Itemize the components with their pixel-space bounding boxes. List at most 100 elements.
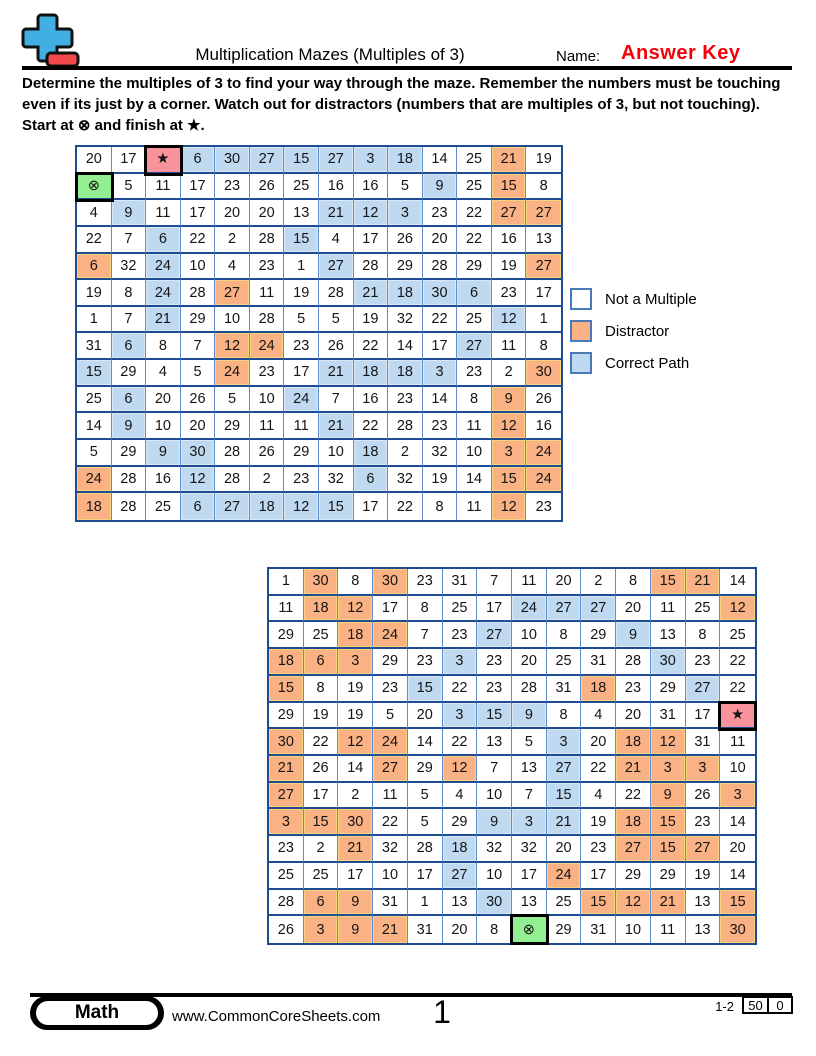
correct-path-swatch: [570, 352, 592, 374]
number-cell: 17: [581, 862, 617, 890]
distractor-swatch: [570, 320, 592, 342]
number-cell: 26: [685, 782, 721, 810]
path-cell: 9: [111, 413, 147, 441]
number-cell: 8: [546, 702, 582, 730]
maze-grid-2: 1 30 8 30 23 31 7 11 20 2 8 15 21 14 11 18 12 17 8 25 17 24 27…: [267, 567, 757, 945]
number-cell: 8: [457, 386, 492, 414]
path-cell: 9: [512, 702, 547, 730]
path-cell: 9: [616, 622, 651, 650]
number-cell: 11: [146, 173, 181, 201]
number-cell: 19: [284, 280, 319, 307]
footer-divider: [30, 993, 792, 997]
distractor-cell: 21: [373, 916, 408, 943]
number-cell: 23: [442, 622, 478, 650]
path-cell: 27: [477, 622, 512, 650]
path-cell: 12: [284, 493, 319, 520]
number-cell: 29: [650, 862, 686, 890]
distractor-cell: 30: [338, 809, 374, 837]
number-cell: 29: [388, 253, 423, 281]
header-divider: [22, 66, 792, 70]
number-cell: 8: [303, 675, 339, 703]
number-cell: 26: [319, 333, 354, 361]
number-cell: 22: [720, 649, 755, 676]
distractor-cell: 18: [269, 649, 304, 676]
distractor-cell: 27: [526, 253, 561, 281]
path-cell: 30: [422, 280, 458, 307]
number-cell: 19: [303, 702, 339, 730]
distractor-cell: 3: [338, 649, 374, 676]
number-cell: 7: [111, 306, 147, 334]
number-cell: 29: [284, 440, 319, 467]
number-cell: 11: [491, 333, 527, 361]
distractor-cell: 18: [338, 622, 374, 650]
distractor-cell: 3: [269, 809, 304, 837]
number-cell: 29: [269, 622, 304, 650]
number-cell: 5: [407, 809, 443, 837]
legend-label: Not a Multiple: [605, 290, 697, 308]
number-cell: 16: [319, 173, 354, 201]
number-cell: 8: [546, 622, 582, 650]
number-cell: 23: [422, 200, 458, 227]
number-cell: 28: [512, 675, 547, 703]
distractor-cell: 12: [616, 889, 651, 917]
number-cell: 25: [457, 306, 492, 334]
path-cell: 12: [491, 306, 527, 334]
number-cell: 11: [720, 729, 755, 756]
path-cell: 6: [146, 226, 181, 254]
number-cell: 28: [407, 836, 443, 863]
number-cell: 16: [526, 413, 561, 441]
number-cell: 22: [457, 226, 492, 254]
number-cell: 25: [284, 173, 319, 201]
number-cell: 17: [422, 333, 458, 361]
number-cell: 25: [442, 595, 478, 623]
commoncoresheets-logo: [21, 13, 80, 68]
path-cell: 15: [477, 702, 512, 730]
number-cell: 29: [111, 360, 147, 387]
number-cell: 2: [215, 226, 250, 254]
number-cell: 32: [111, 253, 147, 281]
path-cell: 3: [422, 360, 458, 387]
path-cell: 24: [146, 253, 181, 281]
number-cell: 28: [388, 413, 423, 441]
number-cell: 22: [581, 755, 617, 783]
number-cell: 22: [353, 333, 389, 361]
legend-label: Correct Path: [605, 354, 690, 372]
path-cell: 27: [581, 595, 617, 623]
name-label: Name:: [556, 48, 601, 65]
number-cell: 32: [512, 836, 547, 863]
number-cell: 1: [77, 306, 112, 334]
path-cell: 27: [249, 147, 285, 174]
number-cell: 28: [215, 466, 250, 494]
number-cell: 22: [180, 226, 216, 254]
number-cell: 7: [111, 226, 147, 254]
number-cell: 7: [477, 755, 512, 783]
distractor-cell: 9: [491, 386, 527, 414]
path-cell: 30: [215, 147, 250, 174]
number-cell: 28: [180, 280, 216, 307]
number-cell: 23: [477, 675, 512, 703]
number-cell: 7: [319, 386, 354, 414]
number-cell: 19: [338, 675, 374, 703]
number-cell: 29: [111, 440, 147, 467]
distractor-cell: 15: [303, 809, 339, 837]
number-cell: 25: [546, 649, 582, 676]
distractor-cell: 24: [373, 622, 408, 650]
path-cell: 27: [215, 493, 250, 520]
number-cell: 25: [303, 622, 339, 650]
distractor-cell: 12: [491, 493, 527, 520]
distractor-cell: 15: [269, 675, 304, 703]
number-cell: 25: [77, 386, 112, 414]
number-cell: 8: [338, 569, 374, 596]
number-cell: 25: [720, 622, 755, 650]
number-cell: 29: [407, 755, 443, 783]
number-cell: 17: [180, 200, 216, 227]
number-cell: 5: [215, 386, 250, 414]
distractor-cell: 21: [338, 836, 374, 863]
distractor-cell: 24: [526, 440, 561, 467]
path-cell: 18: [388, 280, 423, 307]
number-cell: 17: [685, 702, 721, 730]
instructions-line-1: Determine the multiples of 3 to find you…: [22, 75, 781, 92]
number-cell: 10: [477, 862, 512, 890]
number-cell: 17: [526, 280, 561, 307]
number-cell: 11: [249, 413, 285, 441]
